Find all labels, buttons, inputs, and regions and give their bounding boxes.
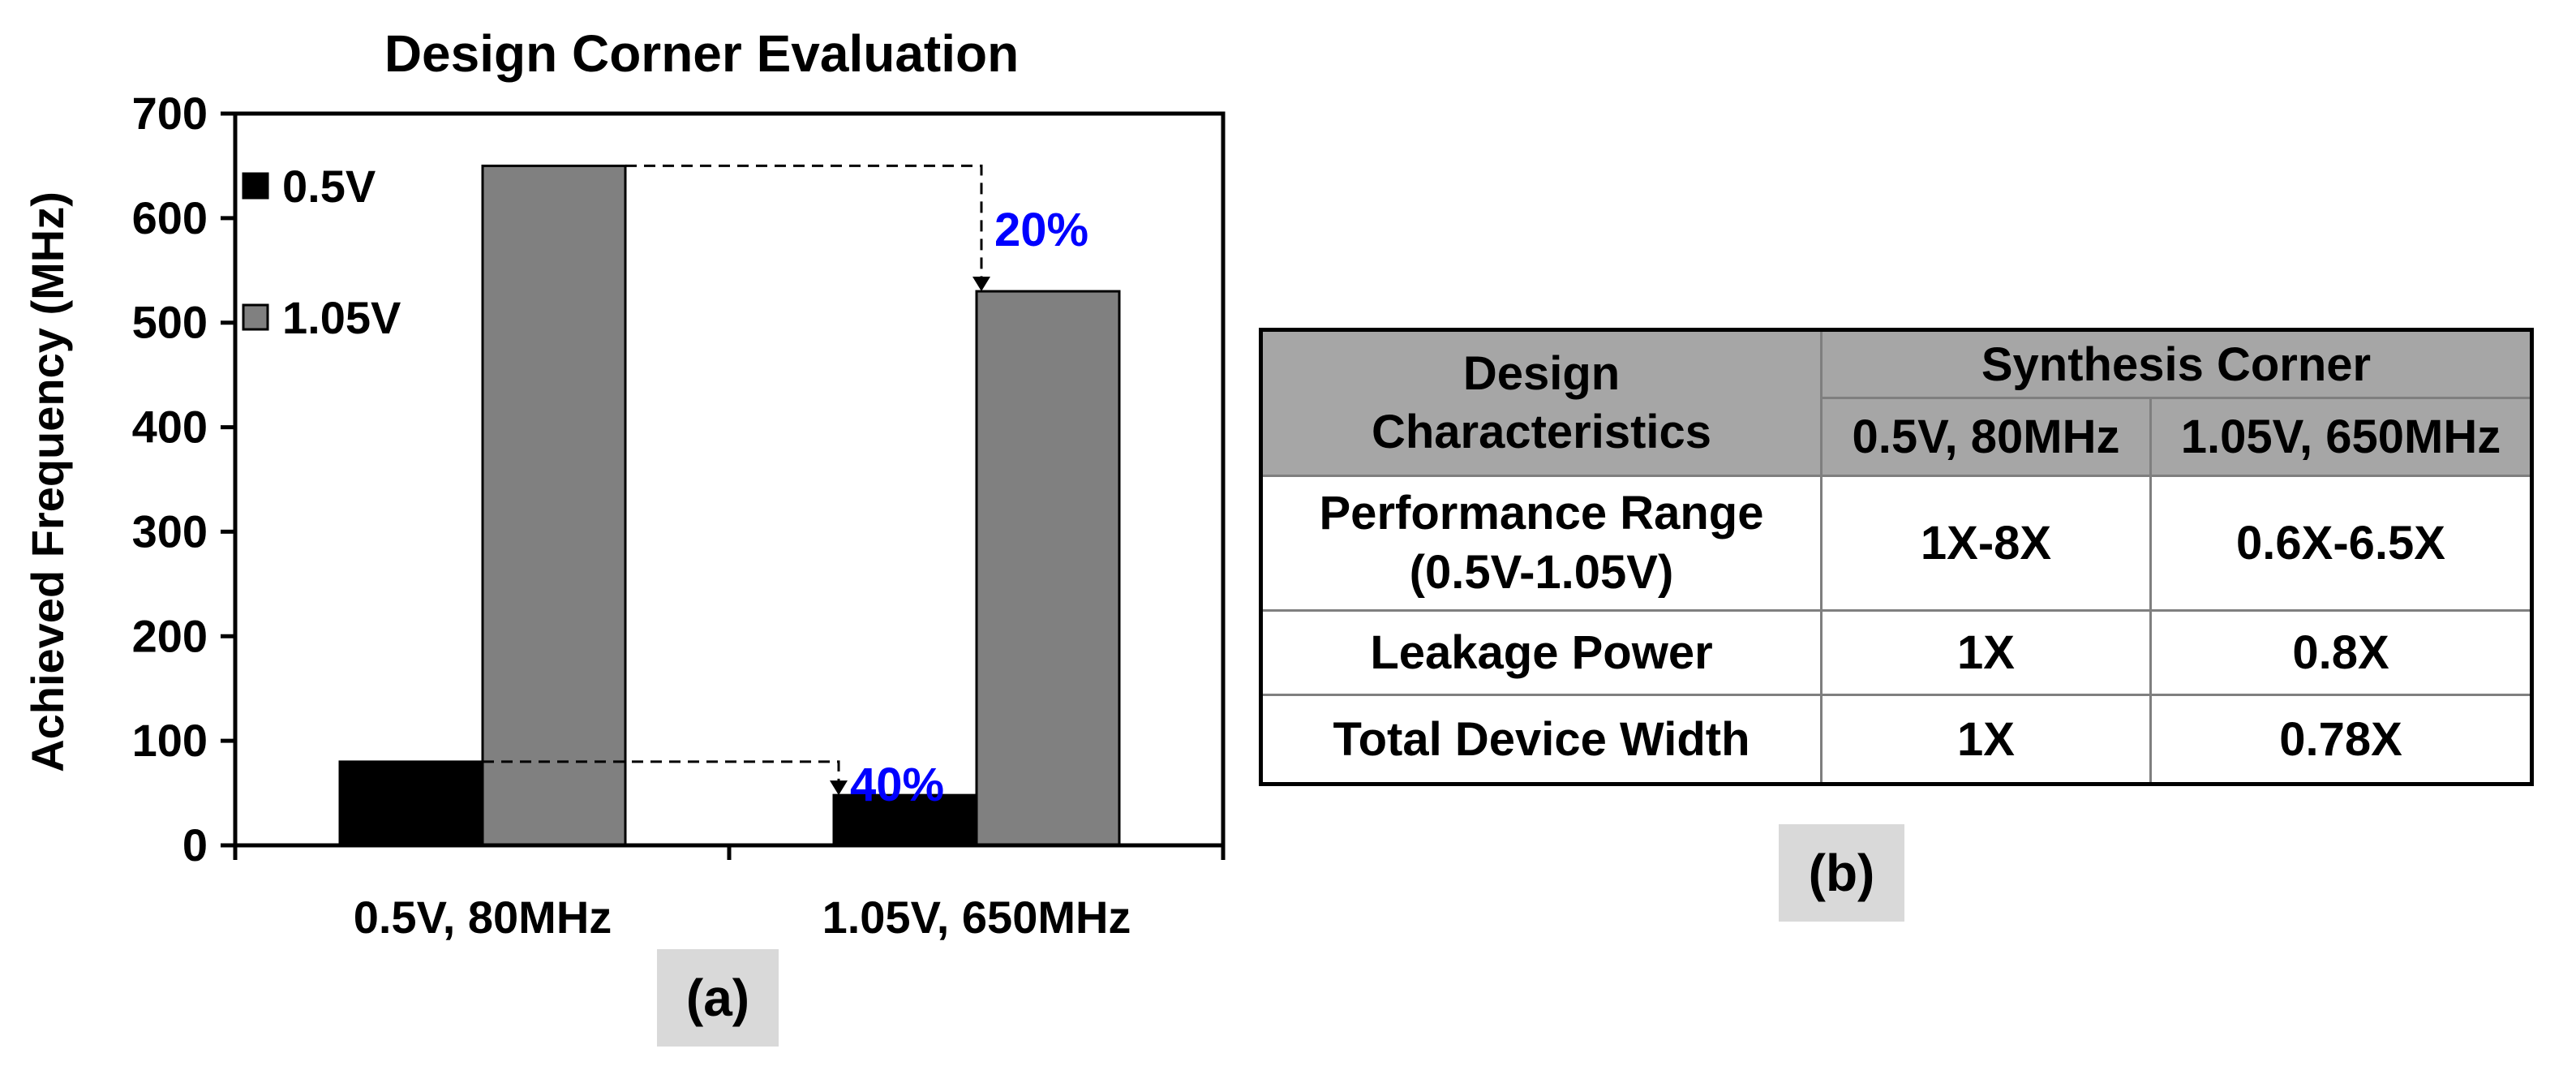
y-axis-label: Achieved Frequency (MHz) xyxy=(22,191,73,772)
header-line-2: Characteristics xyxy=(1371,406,1712,458)
header-line-1: Design xyxy=(1462,346,1621,400)
row-value-high: 0.6X-6.5X xyxy=(2149,475,2533,612)
x-tick-label: 1.05V, 650MHz xyxy=(822,892,1131,943)
row-value-low: 1X-8X xyxy=(1820,475,2152,612)
table-row: Performance Range (0.5V-1.05V) 1X-8X 0.6… xyxy=(1260,475,2533,612)
chart-title: Design Corner Evaluation xyxy=(384,24,1019,83)
bar-05V-0 xyxy=(338,760,484,847)
row-label: Performance Range (0.5V-1.05V) xyxy=(1260,475,1823,612)
bars-group xyxy=(338,164,1121,847)
table-row: Total Device Width 1X 0.78X xyxy=(1260,694,2533,785)
legend-label: 0.5V xyxy=(282,161,376,212)
row-label-line-2: (0.5V-1.05V) xyxy=(1409,545,1674,599)
table-row: Leakage Power 1X 0.8X xyxy=(1260,609,2533,696)
row-label: Leakage Power xyxy=(1260,609,1823,696)
y-tick-label: 100 xyxy=(132,715,208,766)
row-value-high: 0.78X xyxy=(2149,694,2533,785)
y-tick-label: 500 xyxy=(132,297,208,348)
table-header-corner-low: 0.5V, 80MHz xyxy=(1820,397,2152,477)
row-value-low: 1X xyxy=(1820,609,2152,696)
legend-swatch xyxy=(242,172,269,200)
legend-swatch xyxy=(242,303,269,331)
legend-label: 1.05V xyxy=(282,292,401,343)
annotation-20pct-connector xyxy=(625,164,983,281)
axes-group: 0 100 200 300 400 500 600 700 0.5V, 80MHz 1.05V, … xyxy=(132,88,1226,943)
annotation-20pct-arrowhead xyxy=(972,277,990,292)
y-tick-label: 200 xyxy=(132,610,208,661)
table-header-design-characteristics: Design Characteristics xyxy=(1260,329,1823,477)
annotation-40pct-label: 40% xyxy=(850,759,944,811)
row-value-high: 0.8X xyxy=(2149,609,2533,696)
y-tick-label: 0 xyxy=(182,819,208,870)
annotation-20pct-label: 20% xyxy=(994,204,1088,256)
legend: 0.5V 1.05V xyxy=(242,161,401,343)
bar-105V-0 xyxy=(481,164,627,847)
table-header-synthesis-corner: Synthesis Corner xyxy=(1820,329,2533,399)
comparison-table: Design Characteristics Synthesis Corner … xyxy=(1259,328,2534,786)
panel-label-b: (b) xyxy=(1779,824,1904,922)
comparison-table-wrapper: Design Characteristics Synthesis Corner … xyxy=(1259,328,2534,786)
table-header-corner-high: 1.05V, 650MHz xyxy=(2149,397,2533,477)
annotation-40pct-connector xyxy=(483,760,840,784)
row-value-low: 1X xyxy=(1820,694,2152,785)
panel-label-a: (a) xyxy=(657,949,779,1047)
y-tick-label: 600 xyxy=(132,192,208,243)
annotations-group: 20% 40% xyxy=(483,164,1088,811)
bar-105V-1 xyxy=(975,290,1121,847)
x-tick-label: 0.5V, 80MHz xyxy=(354,892,612,943)
y-tick-label: 400 xyxy=(132,402,208,453)
y-tick-label: 300 xyxy=(132,505,208,557)
bar-chart: Design Corner Evaluation Achieved Freque… xyxy=(22,24,1226,943)
bar-05V-1 xyxy=(832,793,978,847)
row-label: Total Device Width xyxy=(1260,694,1823,785)
row-label-line-1: Performance Range xyxy=(1319,487,1764,539)
annotation-40pct-arrowhead xyxy=(830,780,848,796)
y-tick-label: 700 xyxy=(132,88,208,139)
